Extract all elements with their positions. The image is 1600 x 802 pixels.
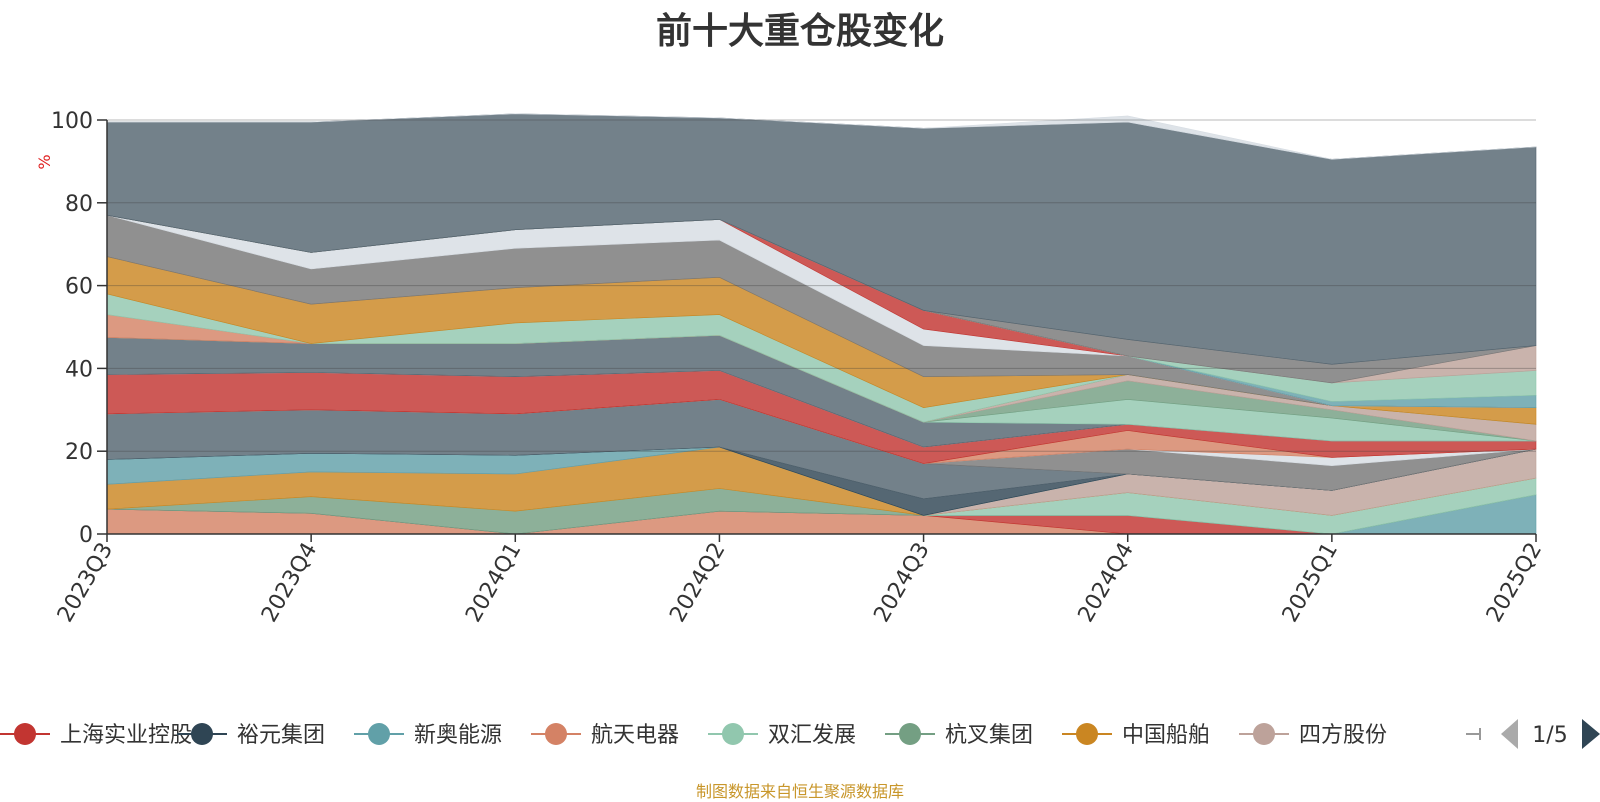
legend-marker: [722, 723, 744, 745]
legend-label: 杭叉集团: [945, 723, 1033, 748]
legend-item-6[interactable]: 杭叉集团: [885, 723, 1033, 748]
x-tick-label: 2025Q2: [1482, 539, 1547, 627]
legend-prev-page-icon[interactable]: [1501, 719, 1518, 749]
y-tick-label: 0: [79, 523, 93, 548]
legend-label: 中国船舶: [1122, 723, 1210, 748]
legend-marker: [14, 723, 36, 745]
legend-label: 裕元集团: [237, 723, 325, 748]
legend-item-8[interactable]: 四方股份: [1239, 723, 1387, 748]
legend-item-3[interactable]: 新奥能源: [354, 723, 502, 748]
x-tick-label: 2025Q1: [1278, 539, 1343, 627]
chart-title: 前十大重仓股变化: [655, 11, 944, 52]
y-tick-label: 80: [65, 192, 93, 217]
legend-marker: [368, 723, 390, 745]
x-tick-label: 2024Q2: [665, 539, 730, 627]
legend-item-5[interactable]: 双汇发展: [708, 723, 856, 748]
x-tick-label: 2024Q4: [1074, 539, 1139, 627]
y-tick-label: 20: [65, 440, 93, 465]
gridlines: [107, 119, 1536, 452]
x-tick-label: 2024Q3: [869, 539, 934, 627]
legend-marker: [1253, 723, 1275, 745]
legend-label: 航天电器: [591, 723, 679, 748]
legend-marker: [1076, 723, 1098, 745]
legend-item-7[interactable]: 中国船舶: [1062, 723, 1210, 748]
legend-next-page-icon[interactable]: [1582, 719, 1600, 749]
legend-label: 双汇发展: [768, 723, 856, 748]
legend-label: 新奥能源: [414, 723, 502, 748]
legend-item-1[interactable]: 上海实业控股: [0, 723, 192, 748]
legend-label: 上海实业控股: [60, 723, 192, 748]
y-tick-label: 60: [65, 275, 93, 300]
legend-marker: [191, 723, 213, 745]
legend-marker: [545, 723, 567, 745]
y-axis-unit: %: [35, 154, 54, 169]
legend-page-indicator: 1/5: [1532, 723, 1567, 748]
legend: 上海实业控股 裕元集团 新奥能源 航天电器 双汇发展 杭叉集团 中国船舶 四方股份 1/5: [0, 719, 1600, 749]
data-source-note: 制图数据来自恒生聚源数据库: [695, 782, 904, 801]
y-tick-label: 100: [51, 109, 93, 134]
legend-item-2[interactable]: 裕元集团: [177, 723, 325, 748]
legend-label: 四方股份: [1299, 723, 1387, 748]
x-tick-label: 2023Q3: [53, 539, 118, 627]
x-tick-label: 2023Q4: [257, 539, 322, 627]
legend-marker: [899, 723, 921, 745]
x-tick-label: 2024Q1: [461, 539, 526, 627]
area-series-32: [107, 113, 1537, 160]
y-tick-label: 40: [65, 357, 93, 382]
area-layers: [106, 113, 1537, 535]
legend-item-4[interactable]: 航天电器: [531, 723, 679, 748]
